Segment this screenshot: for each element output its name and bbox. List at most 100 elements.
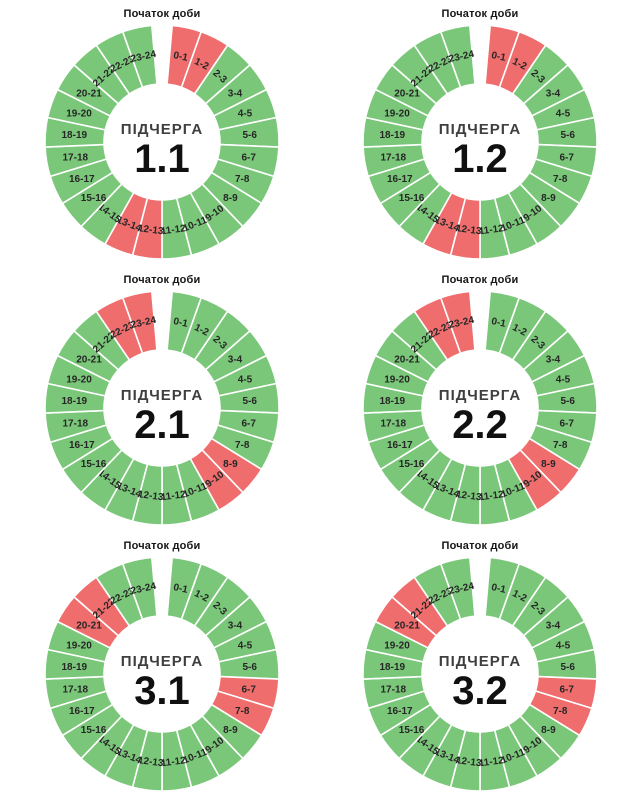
slice-label-18-19: 18-19 xyxy=(380,130,406,141)
slice-label-16-17: 16-17 xyxy=(69,174,95,185)
slice-label-0-1: 0-1 xyxy=(490,582,507,596)
slice-label-15-16: 15-16 xyxy=(399,459,425,470)
slice-label-0-1: 0-1 xyxy=(172,50,189,64)
slice-label-6-7: 6-7 xyxy=(241,153,256,164)
slice-label-8-9: 8-9 xyxy=(541,725,556,736)
slice-label-0-1: 0-1 xyxy=(490,50,507,64)
slice-label-17-18: 17-18 xyxy=(63,153,89,164)
center-number: 3.1 xyxy=(134,669,190,713)
slice-label-23-24: 23-24 xyxy=(448,581,476,597)
slice-23-24 xyxy=(439,290,476,355)
slice-label-0-1: 0-1 xyxy=(172,316,189,330)
slice-23-24 xyxy=(439,24,476,89)
slice-label-18-19: 18-19 xyxy=(62,662,88,673)
slice-label-5-6: 5-6 xyxy=(560,396,575,407)
slice-label-8-9: 8-9 xyxy=(223,725,238,736)
slice-label-11-12: 11-12 xyxy=(160,223,187,237)
slice-label-15-16: 15-16 xyxy=(81,193,107,204)
center-title: ПІДЧЕРГА xyxy=(121,121,203,138)
slice-label-7-8: 7-8 xyxy=(235,440,250,451)
slice-label-12-13: 12-13 xyxy=(455,489,482,503)
center-number: 3.2 xyxy=(452,669,508,713)
slice-label-3-4: 3-4 xyxy=(546,620,561,631)
slice-label-16-17: 16-17 xyxy=(387,706,413,717)
slice-label-12-13: 12-13 xyxy=(455,755,482,769)
slice-label-0-1: 0-1 xyxy=(172,582,189,596)
slice-label-19-20: 19-20 xyxy=(66,640,92,651)
day-start-label: Початок доби xyxy=(123,8,201,20)
slice-label-0-1: 0-1 xyxy=(490,316,507,330)
slice-label-15-16: 15-16 xyxy=(81,459,107,470)
slice-label-12-13: 12-13 xyxy=(137,223,164,237)
slice-label-7-8: 7-8 xyxy=(553,706,568,717)
slice-label-4-5: 4-5 xyxy=(238,108,253,119)
slice-label-4-5: 4-5 xyxy=(238,640,253,651)
slice-label-18-19: 18-19 xyxy=(62,396,88,407)
donut-chart-1.2: 0-1 1-22-33-44-55-66-77-88-99-1010-1111-1… xyxy=(362,24,598,260)
slice-label-12-13: 12-13 xyxy=(137,489,164,503)
slice-label-7-8: 7-8 xyxy=(235,706,250,717)
slice-label-23-24: 23-24 xyxy=(448,49,476,65)
slice-label-7-8: 7-8 xyxy=(553,174,568,185)
slice-label-23-24: 23-24 xyxy=(448,315,476,331)
slice-label-16-17: 16-17 xyxy=(387,174,413,185)
slice-label-8-9: 8-9 xyxy=(223,459,238,470)
slice-label-6-7: 6-7 xyxy=(559,419,574,430)
slice-label-5-6: 5-6 xyxy=(560,662,575,673)
slice-label-20-21: 20-21 xyxy=(394,88,420,99)
slice-label-3-4: 3-4 xyxy=(546,88,561,99)
center-number: 1.2 xyxy=(452,137,508,181)
slice-label-17-18: 17-18 xyxy=(63,685,89,696)
slice-label-20-21: 20-21 xyxy=(76,354,102,365)
slice-label-15-16: 15-16 xyxy=(399,725,425,736)
slice-label-11-12: 11-12 xyxy=(478,755,505,769)
donut-chart-1.1: 0-1 1-22-33-44-55-66-77-88-99-1010-1111-1… xyxy=(44,24,280,260)
slice-label-6-7: 6-7 xyxy=(241,685,256,696)
day-start-label: Початок доби xyxy=(441,540,519,552)
slice-label-23-24: 23-24 xyxy=(130,581,158,597)
slice-23-24 xyxy=(121,24,158,89)
slice-label-5-6: 5-6 xyxy=(242,130,257,141)
slice-label-20-21: 20-21 xyxy=(394,620,420,631)
slice-label-20-21: 20-21 xyxy=(76,88,102,99)
slice-label-12-13: 12-13 xyxy=(455,223,482,237)
donut-chart-2.2: 0-1 1-22-33-44-55-66-77-88-99-1010-1111-1… xyxy=(362,290,598,526)
chart-cell-2.2: Початок доби 0-1 1-2 2-3 3-4 4-5 5-6 6-7 7-8 8-9 9… xyxy=(321,266,639,532)
slice-label-16-17: 16-17 xyxy=(69,440,95,451)
slice-label-15-16: 15-16 xyxy=(399,193,425,204)
slice-label-11-12: 11-12 xyxy=(478,489,505,503)
slice-label-11-12: 11-12 xyxy=(478,223,505,237)
slice-23-24 xyxy=(439,556,476,621)
slice-label-19-20: 19-20 xyxy=(384,374,410,385)
center-title: ПІДЧЕРГА xyxy=(439,653,521,670)
slice-label-11-12: 11-12 xyxy=(160,755,187,769)
slice-label-6-7: 6-7 xyxy=(559,153,574,164)
slice-label-19-20: 19-20 xyxy=(66,374,92,385)
slice-label-18-19: 18-19 xyxy=(380,396,406,407)
slice-label-20-21: 20-21 xyxy=(394,354,420,365)
donut-chart-2.1: 0-1 1-22-33-44-55-66-77-88-99-1010-1111-1… xyxy=(44,290,280,526)
slice-label-3-4: 3-4 xyxy=(228,354,243,365)
slice-label-5-6: 5-6 xyxy=(242,662,257,673)
slice-label-7-8: 7-8 xyxy=(553,440,568,451)
slice-label-5-6: 5-6 xyxy=(560,130,575,141)
slice-label-17-18: 17-18 xyxy=(63,419,89,430)
center-number: 2.1 xyxy=(134,403,190,447)
slice-label-3-4: 3-4 xyxy=(546,354,561,365)
slice-label-11-12: 11-12 xyxy=(160,489,187,503)
day-start-label: Початок доби xyxy=(123,540,201,552)
center-title: ПІДЧЕРГА xyxy=(121,653,203,670)
center-number: 1.1 xyxy=(134,137,190,181)
slice-label-8-9: 8-9 xyxy=(541,193,556,204)
slice-23-24 xyxy=(121,290,158,355)
slice-label-6-7: 6-7 xyxy=(241,419,256,430)
slice-label-4-5: 4-5 xyxy=(556,374,571,385)
slice-label-12-13: 12-13 xyxy=(137,755,164,769)
donut-chart-3.2: 0-1 1-22-33-44-55-66-77-88-99-1010-1111-1… xyxy=(362,556,598,792)
center-title: ПІДЧЕРГА xyxy=(121,387,203,404)
slice-label-7-8: 7-8 xyxy=(235,174,250,185)
donut-chart-3.1: 0-1 1-22-33-44-55-66-77-88-99-1010-1111-1… xyxy=(44,556,280,792)
slice-label-4-5: 4-5 xyxy=(238,374,253,385)
slice-label-19-20: 19-20 xyxy=(384,108,410,119)
